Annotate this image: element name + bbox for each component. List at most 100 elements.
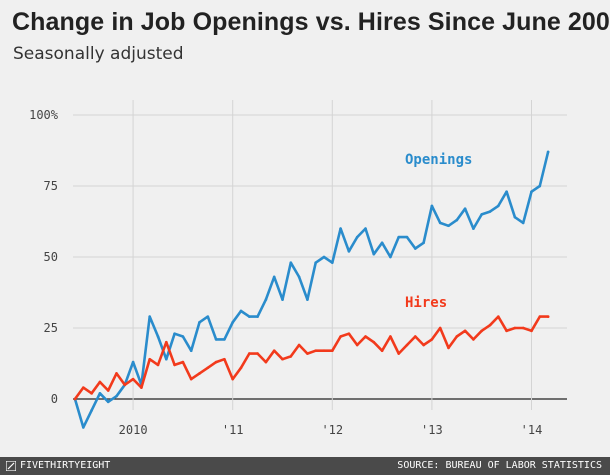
fivethirtyeight-logo-icon bbox=[6, 460, 16, 471]
x-tick-label: '11 bbox=[222, 423, 244, 437]
data-point-hires bbox=[314, 349, 318, 353]
y-tick-label: 75 bbox=[44, 179, 58, 193]
data-point-hires bbox=[513, 326, 517, 330]
data-point-openings bbox=[505, 190, 508, 193]
data-point-hires bbox=[422, 343, 425, 347]
data-point-openings bbox=[405, 235, 409, 239]
data-point-hires bbox=[140, 386, 143, 389]
data-point-hires bbox=[463, 329, 467, 333]
data-point-hires bbox=[472, 338, 475, 341]
data-point-openings bbox=[530, 190, 533, 193]
data-point-hires bbox=[248, 352, 251, 355]
data-point-hires bbox=[272, 349, 276, 353]
data-point-hires bbox=[165, 340, 168, 344]
data-point-hires bbox=[480, 329, 484, 333]
data-point-openings bbox=[181, 335, 185, 338]
data-point-openings bbox=[438, 221, 442, 225]
y-tick-label: 0 bbox=[51, 392, 58, 406]
data-point-hires bbox=[148, 357, 151, 361]
series-line-hires bbox=[73, 315, 550, 401]
data-point-openings bbox=[82, 426, 85, 429]
data-point-hires bbox=[438, 326, 442, 330]
label-layer: 0 25 50 75 100% 2010 '11 '12 '13 '14 Openings Hires bbox=[29, 108, 542, 437]
data-point-hires bbox=[156, 363, 160, 367]
data-point-openings bbox=[98, 392, 102, 395]
grid-layer bbox=[73, 100, 567, 410]
data-point-hires bbox=[131, 377, 135, 381]
footer-source: SOURCE: BUREAU OF LABOR STATISTICS bbox=[397, 460, 602, 471]
data-point-hires bbox=[264, 360, 268, 364]
data-point-openings bbox=[347, 250, 351, 253]
chart-subtitle: Seasonally adjusted bbox=[13, 44, 184, 64]
series-label-openings: Openings bbox=[405, 152, 472, 168]
data-point-openings bbox=[497, 204, 500, 208]
x-tick-label: '13 bbox=[421, 423, 443, 437]
data-point-hires bbox=[405, 343, 409, 347]
data-point-hires bbox=[206, 366, 210, 370]
x-tick-label: '14 bbox=[521, 423, 543, 437]
data-point-hires bbox=[546, 315, 550, 318]
x-tick-label: '12 bbox=[321, 423, 343, 437]
data-point-openings bbox=[156, 335, 160, 338]
data-point-openings bbox=[90, 409, 93, 412]
data-point-hires bbox=[530, 329, 533, 333]
data-point-hires bbox=[430, 338, 434, 341]
data-point-openings bbox=[115, 394, 118, 398]
data-point-openings bbox=[131, 360, 135, 364]
data-point-openings bbox=[488, 210, 492, 213]
data-point-openings bbox=[331, 261, 334, 264]
data-point-hires bbox=[281, 357, 284, 361]
data-point-openings bbox=[198, 321, 201, 324]
data-point-hires bbox=[214, 360, 218, 364]
data-point-hires bbox=[231, 377, 234, 381]
data-point-hires bbox=[198, 372, 201, 375]
data-point-hires bbox=[322, 349, 326, 353]
line-chart: 0 25 50 75 100% 2010 '11 '12 '13 '14 Openings Hires bbox=[29, 100, 567, 437]
data-point-hires bbox=[289, 355, 293, 358]
data-point-openings bbox=[389, 255, 392, 259]
data-point-openings bbox=[472, 227, 475, 230]
data-point-hires bbox=[497, 315, 500, 318]
data-point-openings bbox=[256, 315, 259, 318]
series-layer bbox=[73, 150, 550, 429]
data-point-hires bbox=[397, 352, 401, 355]
data-point-openings bbox=[380, 241, 384, 245]
data-point-openings bbox=[372, 252, 376, 256]
data-point-hires bbox=[98, 380, 102, 384]
data-point-openings bbox=[281, 298, 284, 301]
data-point-hires bbox=[181, 360, 185, 364]
data-point-hires bbox=[488, 323, 492, 327]
data-point-openings bbox=[430, 204, 434, 208]
data-point-openings bbox=[521, 221, 525, 225]
data-point-hires bbox=[347, 332, 351, 335]
data-point-hires bbox=[256, 352, 259, 355]
footer-brand-label: FIVETHIRTYEIGHT bbox=[20, 460, 111, 471]
data-point-hires bbox=[189, 377, 193, 381]
data-point-openings bbox=[513, 215, 517, 219]
data-point-hires bbox=[223, 357, 226, 361]
data-point-hires bbox=[82, 386, 85, 389]
data-point-openings bbox=[297, 275, 301, 279]
data-point-openings bbox=[455, 218, 459, 222]
data-point-hires bbox=[355, 343, 359, 347]
data-point-hires bbox=[505, 329, 508, 333]
data-point-openings bbox=[397, 235, 401, 239]
data-point-openings bbox=[165, 357, 168, 361]
data-point-hires bbox=[364, 335, 367, 338]
data-point-openings bbox=[322, 255, 326, 259]
data-point-hires bbox=[90, 392, 93, 395]
data-point-openings bbox=[414, 247, 417, 250]
data-point-openings bbox=[264, 298, 268, 301]
data-point-openings bbox=[314, 261, 318, 264]
data-point-openings bbox=[173, 332, 176, 335]
data-point-hires bbox=[115, 372, 118, 375]
series-line-openings bbox=[73, 150, 550, 429]
data-point-openings bbox=[231, 321, 234, 324]
y-tick-label: 50 bbox=[44, 250, 58, 264]
data-point-hires bbox=[239, 366, 243, 370]
footer-bar: FIVETHIRTYEIGHT SOURCE: BUREAU OF LABOR … bbox=[0, 457, 610, 475]
data-point-openings bbox=[106, 400, 110, 404]
data-point-openings bbox=[422, 241, 425, 245]
data-point-hires bbox=[447, 346, 450, 350]
data-point-openings bbox=[463, 207, 467, 211]
